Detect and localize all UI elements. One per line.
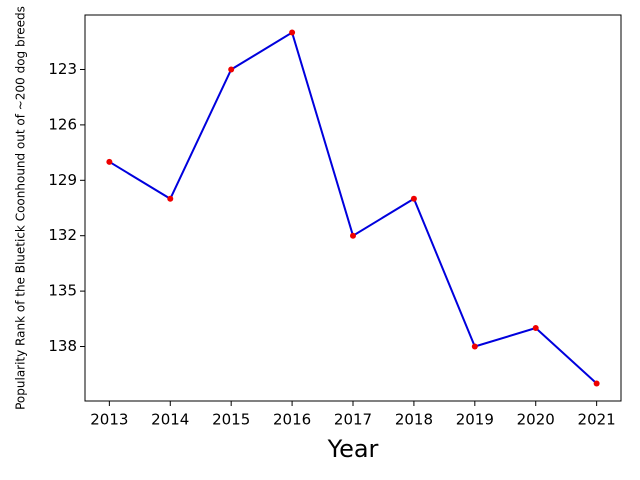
x-tick-label: 2017	[334, 411, 372, 429]
y-tick-label: 123	[48, 60, 77, 78]
y-tick-label: 135	[48, 282, 77, 300]
line	[108, 31, 598, 385]
x-axis-label: Year	[327, 435, 379, 463]
x-tick-label: 2016	[273, 411, 311, 429]
x-tick-label: 2020	[517, 411, 555, 429]
x-tick-label: 2013	[90, 411, 128, 429]
point	[289, 29, 296, 36]
y-tick-label: 138	[48, 337, 77, 355]
y-tick-label: 129	[48, 171, 77, 189]
point	[228, 66, 235, 73]
x-tick-label: 2014	[151, 411, 189, 429]
point	[471, 343, 478, 350]
point	[167, 195, 174, 202]
point	[593, 380, 600, 387]
point	[106, 158, 113, 165]
point	[350, 232, 356, 239]
point	[532, 325, 539, 332]
plot-frame	[84, 14, 622, 402]
y-tick-label: 132	[48, 226, 77, 244]
x-tick-label: 2019	[456, 411, 494, 429]
x-tick-label: 2021	[578, 411, 616, 429]
y-axis-label: Popularity Rank of the Bluetick Coonhoun…	[14, 6, 28, 410]
x-tick-label: 2018	[395, 411, 433, 429]
x-tick-label: 2015	[212, 411, 250, 429]
point	[410, 195, 417, 202]
y-tick-label: 126	[48, 115, 77, 133]
